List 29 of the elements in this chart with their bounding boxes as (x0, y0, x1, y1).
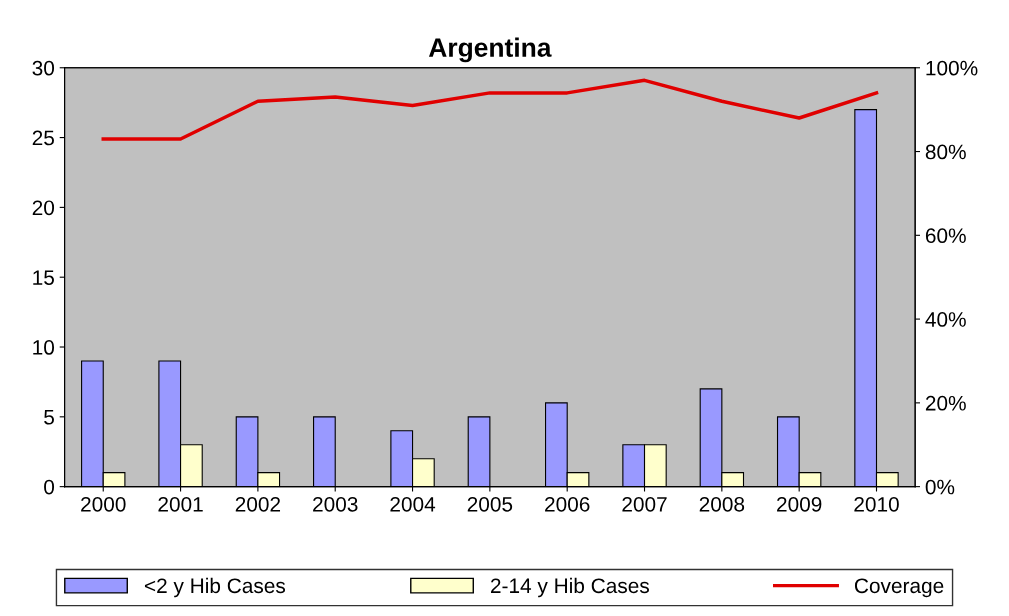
y-tick-label: 5 (44, 410, 54, 425)
x-tick-label: 2002 (235, 496, 281, 512)
y-tick-label: 20 (32, 200, 55, 216)
legend-label: Coverage (854, 578, 944, 598)
chart-title: Argentina (428, 37, 552, 63)
x-tick-label: 2000 (81, 496, 126, 512)
x-tick-label: 2010 (854, 496, 899, 512)
legend-label: <2 y Hib Cases (144, 577, 286, 598)
y2-tick-label: 100% (926, 60, 978, 76)
y-tick-label: 15 (33, 270, 54, 285)
y-tick-label: 25 (32, 130, 54, 146)
legend-label: 2-14 y Hib Cases (491, 577, 649, 598)
y2-tick-label: 0% (925, 479, 955, 495)
x-tick-label: 2009 (777, 496, 822, 512)
x-tick-label: 2001 (158, 496, 203, 512)
y2-tick-label: 80% (925, 144, 966, 160)
y-tick-label: 30 (32, 60, 55, 76)
y-tick-label: 0 (44, 479, 55, 495)
y2-tick-label: 60% (925, 228, 966, 244)
x-tick-label: 2004 (390, 496, 436, 512)
line-series (101, 78, 879, 141)
x-tick-label: 2008 (699, 496, 745, 512)
y2-tick-label: 40% (925, 312, 966, 327)
y2-tick-label: 20% (925, 395, 966, 411)
x-tick-label: 2006 (545, 496, 590, 512)
x-tick-label: 2005 (467, 496, 513, 512)
y-tick-label: 10 (33, 340, 55, 355)
x-tick-label: 2003 (313, 496, 358, 512)
x-tick-label: 2007 (622, 496, 667, 512)
